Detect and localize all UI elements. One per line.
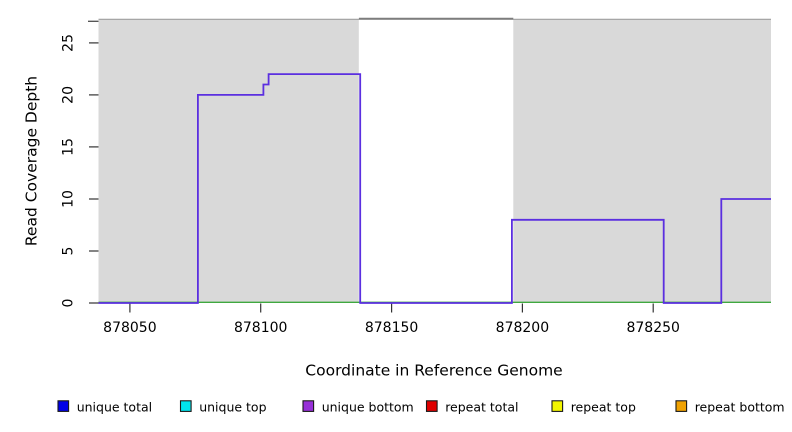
repeat-region bbox=[358, 20, 514, 303]
legend-label-repeat-bottom: repeat bottom bbox=[695, 399, 785, 414]
legend-label-repeat-total: repeat total bbox=[445, 399, 518, 414]
x-axis-tick-label: 878050 bbox=[103, 320, 156, 336]
y-axis-tick-label: 0 bbox=[61, 299, 77, 308]
x-axis-tick-label: 878250 bbox=[626, 320, 679, 336]
legend-label-unique-bottom: unique bottom bbox=[322, 399, 414, 414]
legend-label-unique-total: unique total bbox=[77, 399, 152, 414]
legend-swatch-unique-bottom bbox=[302, 400, 315, 412]
plot-dynamic-layer: 878050 878100 878150 878200 878250 0 5 10 15 20 25… bbox=[57, 17, 785, 414]
legend-swatch-unique-total bbox=[57, 400, 70, 412]
x-axis-tick-label: 878150 bbox=[365, 320, 418, 336]
legend-swatch-repeat-total bbox=[425, 400, 438, 412]
y-axis-tick-label: 20 bbox=[61, 86, 77, 104]
y-axis-tick-label: 5 bbox=[61, 247, 77, 256]
unique-region-left bbox=[98, 20, 359, 303]
y-axis-tick-label: 15 bbox=[61, 138, 77, 156]
x-axis-title: Coordinate in Reference Genome bbox=[305, 362, 562, 380]
y-axis-title: Read Coverage Depth bbox=[23, 76, 41, 246]
y-axis-tick-label: 25 bbox=[61, 34, 77, 52]
legend-swatch-repeat-bottom bbox=[675, 400, 688, 412]
x-axis-tick-label: 878200 bbox=[496, 320, 549, 336]
legend-label-repeat-top: repeat top bbox=[571, 399, 636, 414]
legend-swatch-repeat-top bbox=[551, 400, 564, 412]
x-axis-tick-label: 878100 bbox=[234, 320, 287, 336]
unique-region-right bbox=[513, 20, 771, 303]
legend-label-unique-top: unique top bbox=[199, 399, 266, 414]
y-axis-tick-label: 10 bbox=[61, 190, 77, 208]
coverage-step-line bbox=[98, 73, 771, 304]
legend-swatch-unique-top bbox=[179, 400, 192, 412]
